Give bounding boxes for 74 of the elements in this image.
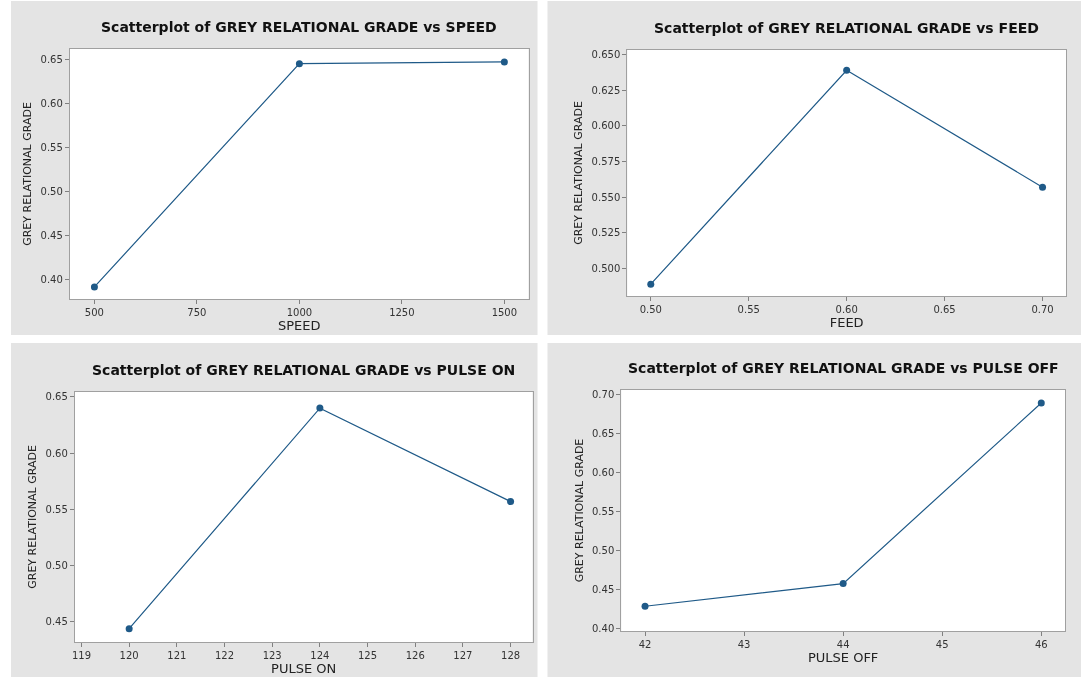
x-tick-label: 43 — [737, 639, 751, 651]
point — [1039, 183, 1047, 191]
x-axis-title: PULSE ON — [271, 661, 337, 677]
x-tick-label: 0.70 — [1031, 304, 1054, 316]
y-tick-label: 0.575 — [591, 156, 621, 167]
x-tick-label: 126 — [405, 650, 425, 662]
x-tick-label: 1000 — [286, 307, 313, 319]
y-tick-label: 0.50 — [40, 185, 63, 197]
point — [500, 58, 508, 66]
y-tick-label: 0.65 — [45, 391, 68, 403]
point — [647, 280, 655, 288]
y-tick-label: 0.600 — [591, 120, 621, 132]
y-tick-label: 0.45 — [40, 229, 63, 241]
chart-title: Scatterplot of GREY RELATIONAL GRADE vs SPEED — [101, 19, 497, 35]
x-tick-label: 0.65 — [933, 304, 956, 316]
y-tick-label: 0.60 — [45, 447, 68, 459]
x-tick-label: 125 — [358, 650, 378, 662]
y-tick-label: 0.60 — [592, 467, 615, 479]
y-tick-label: 0.550 — [591, 191, 621, 203]
x-tick-label: 500 — [84, 307, 104, 319]
x-tick-label: 127 — [453, 650, 473, 662]
y-tick-label: 0.55 — [40, 141, 63, 153]
x-tick-label: 46 — [1034, 639, 1048, 651]
chart-title: Scatterplot of GREY RELATIONAL GRADE vs PULSE ON — [92, 362, 516, 378]
y-axis-title: GREY RELATIONAL GRADE — [21, 102, 35, 246]
point — [843, 66, 851, 74]
y-tick-label: 0.60 — [40, 97, 63, 109]
x-tick-label: 45 — [935, 639, 949, 651]
point — [316, 404, 324, 412]
y-tick-label: 0.55 — [592, 506, 615, 518]
x-tick-label: 44 — [836, 639, 850, 651]
x-tick-label: 119 — [71, 650, 92, 662]
y-tick-label: 0.40 — [592, 623, 615, 635]
x-tick-label: 1250 — [389, 307, 415, 319]
y-tick-label: 0.40 — [40, 273, 63, 285]
x-tick-label: 128 — [501, 650, 521, 662]
x-tick-label: 750 — [187, 307, 207, 319]
y-axis-title: GREY RELATIONAL GRADE — [572, 438, 586, 583]
y-axis-title: GREY RELATIONAL GRADE — [572, 101, 586, 245]
x-tick-label: 122 — [214, 650, 235, 662]
point — [1037, 399, 1045, 407]
y-tick-label: 0.500 — [591, 262, 621, 274]
y-tick-label: 0.525 — [591, 227, 621, 239]
point — [90, 283, 98, 291]
y-tick-label: 0.50 — [592, 545, 615, 557]
x-axis-title: FEED — [829, 315, 864, 331]
point — [507, 498, 515, 506]
y-tick-label: 0.625 — [591, 84, 621, 96]
chart-title: Scatterplot of GREY RELATIONAL GRADE vs FEED — [654, 20, 1039, 36]
x-tick-label: 0.55 — [737, 304, 760, 316]
y-tick-label: 0.65 — [592, 427, 615, 439]
y-axis-title: GREY RELATIONAL GRADE — [26, 445, 40, 589]
point — [641, 602, 649, 610]
point — [125, 625, 133, 633]
x-axis-title: PULSE OFF — [807, 650, 879, 666]
chart-title: Scatterplot of GREY RELATIONAL GRADE vs PULSE OFF — [628, 360, 1059, 376]
y-tick-label: 0.650 — [591, 49, 621, 61]
x-tick-label: 123 — [262, 650, 282, 662]
x-tick-label: 124 — [310, 650, 330, 662]
x-tick-label: 0.60 — [835, 304, 858, 316]
y-tick-label: 0.45 — [45, 616, 68, 628]
x-tick-label: 42 — [638, 639, 652, 651]
x-tick-label: 1500 — [491, 307, 518, 319]
x-tick-label: 121 — [167, 650, 187, 662]
y-tick-label: 0.45 — [592, 584, 615, 596]
y-tick-label: 0.50 — [45, 560, 68, 572]
point — [295, 60, 303, 68]
x-axis-title: SPEED — [277, 318, 321, 334]
y-tick-label: 0.70 — [592, 388, 615, 400]
x-tick-label: 120 — [119, 650, 139, 662]
x-tick-label: 0.50 — [639, 304, 662, 316]
y-tick-label: 0.55 — [45, 503, 68, 515]
y-tick-label: 0.65 — [40, 53, 63, 65]
point — [839, 580, 847, 588]
